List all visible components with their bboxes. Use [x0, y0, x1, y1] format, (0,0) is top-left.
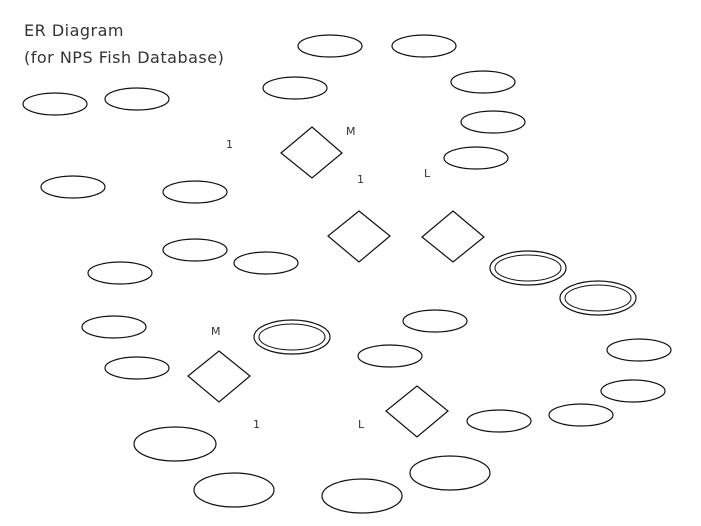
- cardinality-label: 1: [357, 173, 364, 186]
- attribute-ellipse: [321, 478, 403, 514]
- attribute-ellipse: [606, 338, 672, 362]
- cardinality-label: L: [358, 418, 365, 431]
- multivalued-attribute: [253, 319, 331, 355]
- attribute-ellipse: [460, 110, 526, 134]
- relationship-diamond: [327, 210, 391, 263]
- attribute-ellipse: [104, 356, 170, 380]
- attribute-ellipse: [409, 455, 491, 491]
- relationship-diamond: [187, 350, 251, 403]
- attribute-ellipse: [600, 379, 666, 403]
- attribute-ellipse: [193, 472, 275, 508]
- attribute-ellipse: [357, 344, 423, 368]
- attribute-ellipse: [443, 146, 509, 170]
- attribute-ellipse: [162, 180, 228, 204]
- attribute-ellipse: [297, 34, 363, 58]
- relationship-diamond: [421, 210, 485, 263]
- attribute-ellipse: [162, 238, 228, 262]
- attribute-ellipse: [402, 309, 468, 333]
- attribute-ellipse: [391, 34, 457, 58]
- attribute-ellipse: [450, 70, 516, 94]
- relationship-diamond: [280, 126, 343, 179]
- diagram-title: ER Diagram: [24, 21, 125, 40]
- cardinality-label: 1: [226, 138, 233, 151]
- cardinality-label: 1: [253, 418, 260, 431]
- attribute-ellipse: [466, 409, 532, 433]
- attribute-ellipse: [233, 251, 299, 275]
- attribute-ellipse: [262, 76, 328, 100]
- attribute-ellipse: [22, 92, 88, 116]
- attribute-ellipse: [548, 403, 614, 427]
- cardinality-label: M: [346, 125, 356, 138]
- cardinality-label: L: [424, 167, 431, 180]
- attribute-ellipse: [133, 426, 217, 462]
- relationship-diamond: [385, 385, 449, 438]
- attribute-ellipse: [87, 261, 153, 285]
- attribute-ellipse: [40, 175, 106, 199]
- diagram-subtitle: (for NPS Fish Database): [24, 48, 225, 67]
- attribute-ellipse: [104, 87, 170, 111]
- multivalued-attribute: [559, 280, 637, 316]
- multivalued-attribute: [489, 250, 567, 286]
- attribute-ellipse: [81, 315, 147, 339]
- cardinality-label: M: [211, 325, 221, 338]
